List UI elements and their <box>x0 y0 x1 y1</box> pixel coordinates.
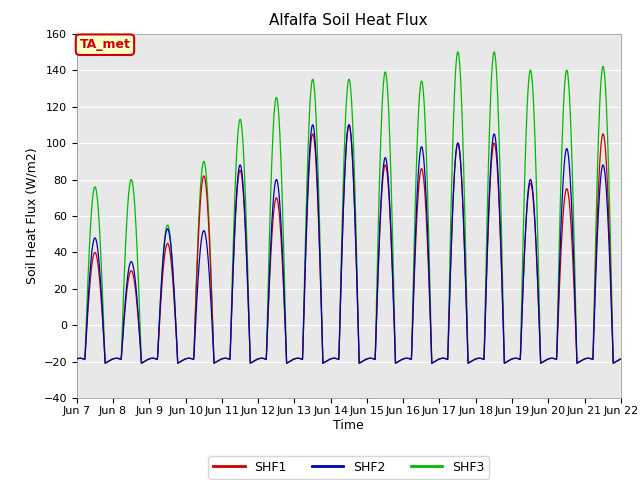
Title: Alfalfa Soil Heat Flux: Alfalfa Soil Heat Flux <box>269 13 428 28</box>
Text: TA_met: TA_met <box>79 38 131 51</box>
Y-axis label: Soil Heat Flux (W/m2): Soil Heat Flux (W/m2) <box>25 148 38 284</box>
Legend: SHF1, SHF2, SHF3: SHF1, SHF2, SHF3 <box>209 456 489 479</box>
X-axis label: Time: Time <box>333 419 364 432</box>
